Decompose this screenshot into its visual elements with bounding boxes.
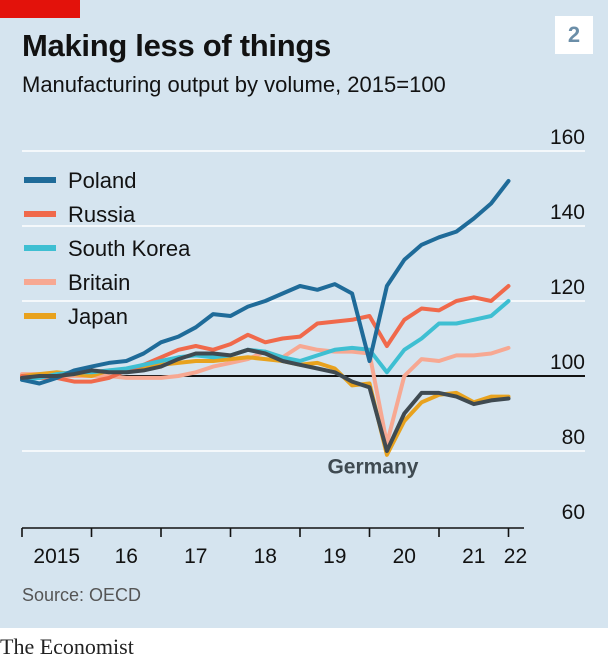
x-tick-label-18: 18 [254,545,277,568]
legend-label-russia: Russia [68,202,136,227]
legend: Poland Russia South Korea Britain Japan [24,168,191,329]
x-axis: 2015 16 17 18 19 20 21 22 [21,527,527,568]
chart-title: Making less of things [22,28,331,63]
x-tick-label-22: 22 [504,545,527,568]
x-tick-label-20: 20 [393,545,416,568]
legend-label-japan: Japan [68,304,128,329]
chart-subtitle: Manufacturing output by volume, 2015=100 [22,72,446,97]
series-line-russia [20,284,511,384]
publisher-logo: The Economist [0,634,134,659]
y-tick-label-120: 120 [550,276,585,299]
chart-panel [0,0,608,628]
annotations: Germany [327,456,418,479]
y-tick-label-140: 140 [550,201,585,224]
x-tick-label-21: 21 [462,545,485,568]
y-axis-tick-labels: 60 80 100 120 140 160 [550,126,585,524]
line-chart: 60 80 100 120 140 160 2015 16 17 18 19 20 21 22 Pola… [20,126,585,568]
source-note: Source: OECD [22,585,142,605]
series-line-germany [20,347,511,453]
x-tick-label-19: 19 [323,545,346,568]
x-tick-label-16: 16 [115,545,138,568]
y-tick-label-60: 60 [562,501,585,524]
legend-label-south-korea: South Korea [68,236,191,261]
x-tick-label-17: 17 [184,545,207,568]
brand-red-tag [0,0,80,18]
y-tick-label-100: 100 [550,351,585,374]
annotation-germany: Germany [327,456,418,479]
x-tick-label-2015: 2015 [33,545,80,568]
series-line-poland [20,179,511,386]
y-tick-label-160: 160 [550,126,585,149]
series-lines [20,179,511,457]
gridlines [22,150,585,452]
legend-label-britain: Britain [68,270,130,295]
legend-label-poland: Poland [68,168,137,193]
y-tick-label-80: 80 [562,426,585,449]
chart-number-badge: 2 [555,16,593,54]
